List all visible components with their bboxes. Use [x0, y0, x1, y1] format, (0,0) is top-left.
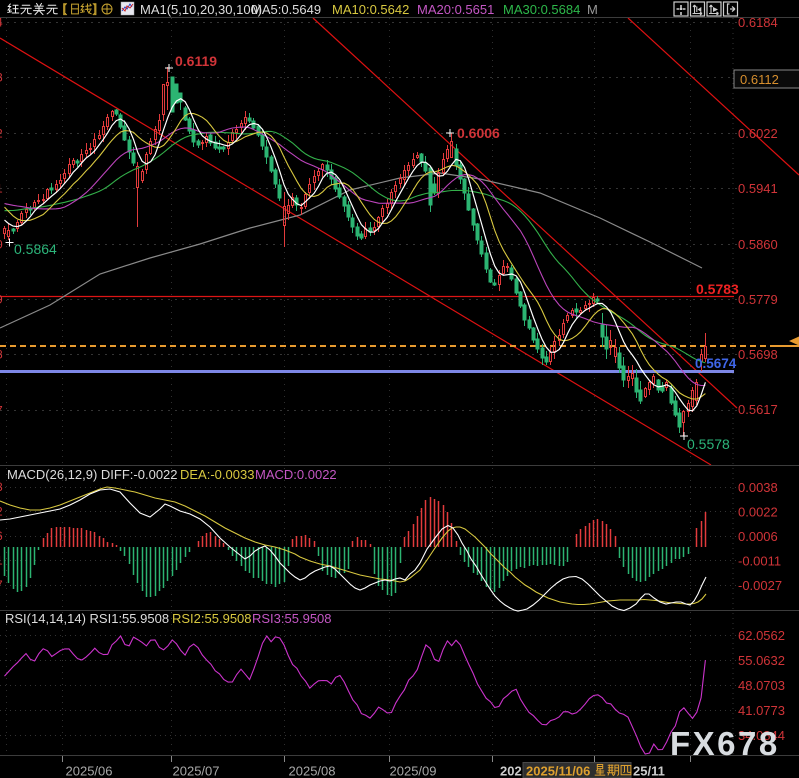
svg-text:2025/08: 2025/08: [289, 764, 336, 778]
svg-text:0: 0: [0, 238, 3, 252]
svg-text:2025/09: 2025/09: [390, 764, 437, 778]
svg-text:MA1(5,10,20,30,100): MA1(5,10,20,30,100): [140, 2, 262, 17]
svg-text:0.5617: 0.5617: [738, 402, 778, 417]
svg-text:41.0773: 41.0773: [738, 703, 785, 718]
svg-text:8: 8: [0, 348, 3, 362]
svg-text:0.6119: 0.6119: [175, 53, 217, 69]
svg-text:0.5674: 0.5674: [695, 356, 737, 371]
svg-text:MA20:0.5651: MA20:0.5651: [417, 2, 494, 17]
svg-text:2: 2: [0, 127, 3, 141]
svg-text:4: 4: [0, 16, 3, 30]
svg-text:0.0038: 0.0038: [738, 480, 778, 495]
svg-text:-0.0027: -0.0027: [738, 578, 782, 593]
svg-text:RSI3:55.9508: RSI3:55.9508: [252, 611, 332, 626]
svg-text:202: 202: [500, 764, 522, 778]
svg-text:0.5578: 0.5578: [687, 436, 730, 452]
svg-text:0.6006: 0.6006: [457, 125, 500, 141]
svg-text:RSI2:55.9508: RSI2:55.9508: [172, 611, 252, 626]
svg-text:62.0562: 62.0562: [738, 628, 785, 643]
svg-text:MA5:0.5649: MA5:0.5649: [251, 2, 321, 17]
svg-text:0.5698: 0.5698: [738, 347, 778, 362]
svg-text:FX678: FX678: [670, 725, 780, 762]
svg-text:MA10:0.5642: MA10:0.5642: [332, 2, 409, 17]
svg-text:RSI(14,14,14) RSI1:55.9508: RSI(14,14,14) RSI1:55.9508: [5, 611, 169, 626]
svg-text:2025/11/06: 2025/11/06: [526, 764, 590, 778]
svg-text:MACD:0.0022: MACD:0.0022: [255, 467, 337, 482]
svg-text:DEA:-0.0033: DEA:-0.0033: [180, 467, 254, 482]
svg-text:9: 9: [0, 293, 3, 307]
svg-text:-0.0011: -0.0011: [738, 554, 781, 569]
svg-text:0.6022: 0.6022: [738, 126, 778, 141]
svg-text:34.0844: 34.0844: [738, 728, 785, 743]
svg-text:8: 8: [0, 480, 3, 494]
svg-text:0.0006: 0.0006: [738, 529, 778, 544]
svg-text:2025/06: 2025/06: [66, 764, 113, 778]
svg-text:48.0703: 48.0703: [738, 678, 785, 693]
svg-text:MA30:0.5684: MA30:0.5684: [503, 2, 580, 17]
svg-text:0.5941: 0.5941: [738, 181, 778, 196]
svg-text:0.5779: 0.5779: [738, 292, 778, 307]
svg-text:3: 3: [0, 71, 3, 85]
svg-text:25/11: 25/11: [633, 764, 665, 778]
svg-text:0.5860: 0.5860: [738, 237, 778, 252]
svg-text:0.5864: 0.5864: [14, 241, 57, 257]
svg-text:M: M: [587, 2, 598, 17]
svg-text:0.5783: 0.5783: [696, 281, 739, 297]
svg-text:1: 1: [0, 182, 3, 196]
svg-text:2025/07: 2025/07: [173, 764, 220, 778]
svg-text:MACD(26,12,9) DIFF:-0.0022: MACD(26,12,9) DIFF:-0.0022: [7, 467, 178, 482]
svg-text:55.0632: 55.0632: [738, 653, 785, 668]
svg-text:0.0022: 0.0022: [738, 505, 778, 520]
svg-text:1: 1: [0, 554, 3, 568]
svg-text:6: 6: [0, 529, 3, 543]
svg-text:7: 7: [0, 404, 3, 418]
svg-text:0.6112: 0.6112: [740, 72, 779, 87]
svg-text:2: 2: [0, 505, 3, 519]
svg-text:0.6184: 0.6184: [738, 15, 778, 30]
svg-text:7: 7: [0, 578, 3, 592]
